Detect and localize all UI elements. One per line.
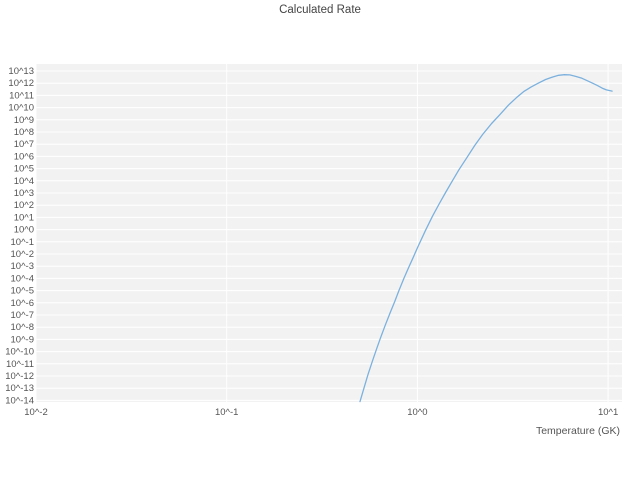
chart-title: Calculated Rate — [279, 4, 361, 16]
y-tick-label: 10^-13 — [5, 383, 34, 394]
y-tick-label: 10^8 — [14, 127, 34, 138]
y-tick-label: 10^-12 — [5, 371, 34, 382]
y-tick-label: 10^-1 — [11, 237, 34, 248]
y-tick-label: 10^-14 — [5, 395, 34, 406]
y-tick-label: 10^4 — [14, 176, 34, 187]
y-tick-label: 10^-6 — [11, 298, 34, 309]
y-tick-label: 10^13 — [8, 66, 34, 77]
y-tick-label: 10^11 — [9, 90, 34, 101]
y-tick-label: 10^0 — [14, 225, 34, 236]
y-tick-label: 10^6 — [14, 151, 34, 162]
y-tick-label: 10^-4 — [11, 273, 34, 284]
plot-background — [36, 64, 622, 402]
y-tick-label: 10^7 — [14, 139, 34, 150]
rate-curve — [359, 74, 613, 403]
y-tick-label: 10^2 — [14, 200, 34, 211]
y-tick-label: 10^5 — [14, 164, 34, 175]
y-tick-label: 10^-2 — [11, 249, 34, 260]
x-tick-label: 10^-2 — [24, 407, 47, 418]
x-axis-label: Temperature (GK) — [535, 425, 620, 437]
y-tick-label: 10^12 — [8, 78, 34, 89]
x-tick-label: 10^-1 — [215, 407, 238, 418]
y-tick-label: 10^-7 — [11, 310, 34, 321]
y-tick-label: 10^1 — [14, 212, 34, 223]
y-tick-label: 10^-3 — [11, 261, 34, 272]
y-tick-label: 10^10 — [8, 103, 34, 114]
x-tick-label: 10^0 — [407, 407, 427, 418]
y-tick-label: 10^3 — [14, 188, 34, 199]
y-tick-label: 10^-5 — [11, 286, 34, 297]
x-tick-label: 10^1 — [598, 407, 618, 418]
y-tick-label: 10^-8 — [11, 322, 34, 333]
y-tick-label: 10^-11 — [6, 359, 34, 370]
y-tick-label: 10^-10 — [5, 347, 34, 358]
y-tick-label: 10^-9 — [11, 334, 34, 345]
y-tick-label: 10^9 — [14, 115, 34, 126]
